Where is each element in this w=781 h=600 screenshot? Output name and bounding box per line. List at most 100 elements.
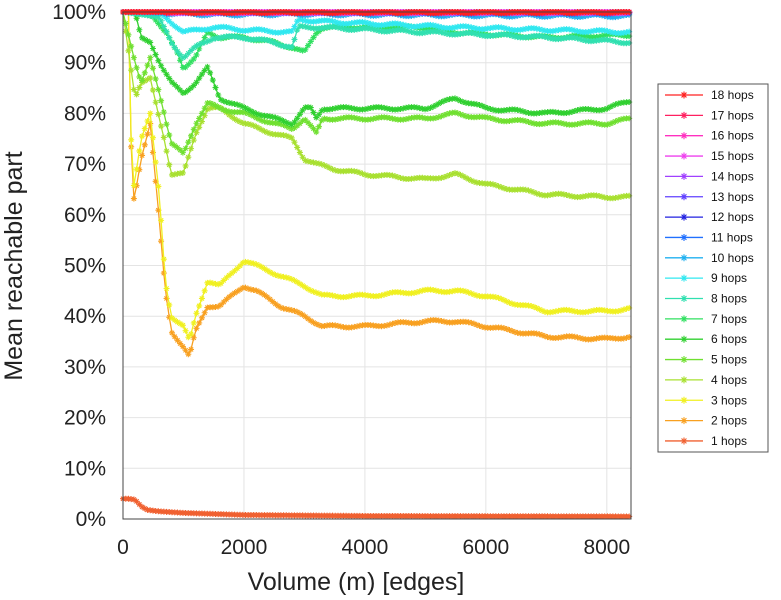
- series-marker: [171, 171, 178, 178]
- series-marker: [261, 27, 268, 34]
- legend-label: 18 hops: [711, 88, 754, 102]
- legend: 18 hops 17 hops 16 hops 15 hops 14 hops 13 ho…: [657, 83, 769, 453]
- series-marker: [492, 182, 499, 189]
- series-marker: [166, 75, 173, 82]
- series-marker: [329, 166, 336, 173]
- series-marker: [296, 310, 303, 317]
- series-marker: [443, 173, 450, 180]
- series-marker: [598, 193, 605, 200]
- series-marker: [158, 217, 165, 224]
- series-marker: [620, 306, 627, 313]
- series-marker: [188, 145, 195, 152]
- series-marker: [139, 152, 146, 159]
- series-marker: [310, 109, 317, 116]
- legend-entry: 10 hops: [665, 251, 754, 265]
- series-marker: [680, 315, 688, 323]
- series-marker: [294, 115, 301, 122]
- series-marker: [152, 17, 159, 24]
- series-marker: [226, 24, 233, 31]
- series-marker: [370, 115, 377, 122]
- series-marker: [264, 293, 271, 300]
- legend-entry: 3 hops: [665, 393, 747, 407]
- series-marker: [209, 25, 216, 32]
- series-8-hops: [120, 9, 633, 61]
- series-marker: [272, 40, 279, 47]
- legend-entry: 14 hops: [665, 169, 754, 183]
- series-marker: [158, 62, 165, 69]
- series-marker: [258, 126, 265, 133]
- series-marker: [397, 174, 404, 181]
- series-marker: [326, 165, 333, 172]
- series-marker: [397, 105, 404, 112]
- series-marker: [332, 167, 339, 174]
- series-marker: [476, 101, 483, 108]
- series-marker: [182, 64, 189, 71]
- series-marker: [201, 67, 208, 74]
- series-marker: [228, 25, 235, 32]
- series-marker: [239, 259, 246, 266]
- series-marker: [626, 304, 633, 311]
- series-marker: [626, 99, 633, 106]
- series-marker: [177, 87, 184, 94]
- series-marker: [601, 27, 608, 34]
- series-marker: [307, 38, 314, 45]
- series-marker: [680, 335, 688, 343]
- series-marker: [471, 25, 478, 32]
- series-marker: [612, 118, 619, 125]
- series-marker: [574, 121, 581, 128]
- series-marker: [332, 19, 339, 26]
- series-marker: [239, 103, 246, 110]
- legend-label: 2 hops: [711, 414, 747, 428]
- series-marker: [302, 46, 309, 53]
- series-marker: [179, 322, 186, 329]
- series-marker: [337, 115, 344, 122]
- series-marker: [574, 35, 581, 42]
- series-marker: [286, 275, 293, 282]
- series-marker: [367, 25, 374, 32]
- series-marker: [476, 322, 483, 329]
- series-marker: [253, 110, 260, 117]
- series-marker: [256, 125, 263, 132]
- legend-box: [657, 83, 769, 453]
- series-marker: [465, 289, 472, 296]
- series-marker: [313, 129, 320, 136]
- series-marker: [571, 27, 578, 34]
- series-marker: [158, 17, 165, 24]
- series-marker: [490, 106, 497, 113]
- series-marker: [392, 319, 399, 326]
- series-marker: [179, 54, 186, 61]
- series-marker: [217, 280, 224, 287]
- series-marker: [198, 314, 205, 321]
- series-marker: [680, 295, 688, 302]
- series-marker: [217, 34, 224, 41]
- legend-entry: 8 hops: [665, 292, 747, 306]
- series-marker: [286, 133, 293, 140]
- series-marker: [147, 54, 154, 61]
- series-marker: [601, 32, 608, 39]
- series-marker: [487, 114, 494, 121]
- series-marker: [212, 84, 219, 91]
- series-marker: [449, 171, 456, 178]
- series-marker: [179, 89, 186, 96]
- series-marker: [201, 39, 208, 46]
- series-marker: [626, 115, 633, 122]
- series-marker: [307, 287, 314, 294]
- series-marker: [296, 16, 303, 23]
- series-marker: [158, 123, 165, 130]
- series-marker: [149, 87, 156, 94]
- series-marker: [574, 28, 581, 35]
- series-marker: [416, 105, 423, 112]
- series-marker: [324, 163, 331, 170]
- series-marker: [607, 37, 614, 44]
- series-marker: [209, 36, 216, 43]
- series-marker: [351, 168, 358, 175]
- series-marker: [291, 36, 298, 43]
- series-marker: [492, 294, 499, 301]
- series-marker: [321, 162, 328, 169]
- series-marker: [615, 194, 622, 201]
- series-marker: [226, 99, 233, 106]
- series-marker: [133, 64, 140, 71]
- series-2-hops: [120, 9, 633, 358]
- series-marker: [147, 74, 154, 81]
- series-marker: [275, 272, 282, 279]
